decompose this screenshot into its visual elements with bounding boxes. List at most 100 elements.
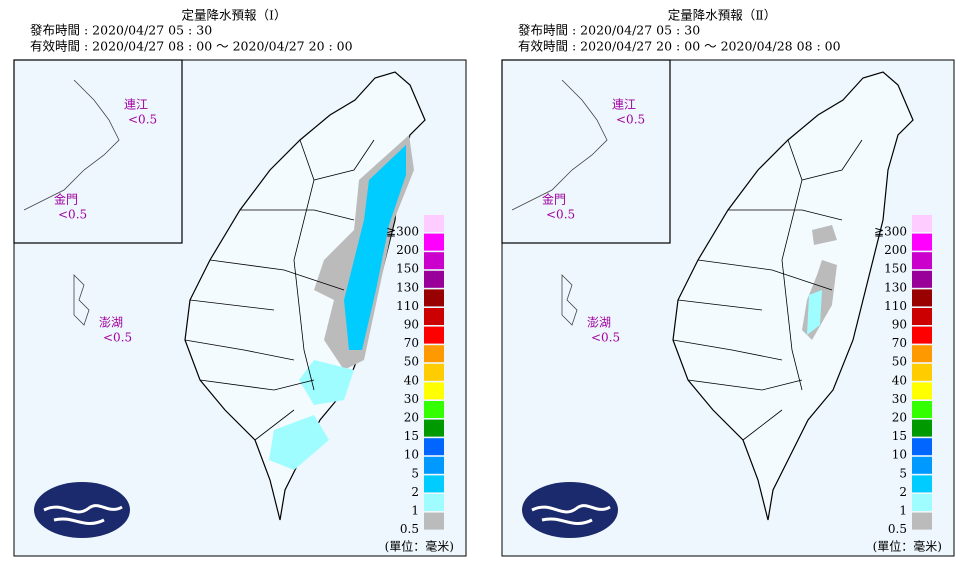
legend-label: ≧300 <box>874 225 907 239</box>
island-name: 金門 <box>54 192 78 207</box>
legend-swatch <box>912 252 932 270</box>
island-name: 澎湖 <box>99 315 123 330</box>
legend-label: 0.5 <box>888 522 907 536</box>
legend-swatch <box>424 215 444 232</box>
legend-swatch <box>424 233 444 251</box>
legend-label: 15 <box>404 429 419 443</box>
legend-label: 20 <box>404 411 419 425</box>
coast <box>23 79 120 211</box>
counties <box>184 139 375 441</box>
legend-label: 90 <box>404 318 419 332</box>
legend-swatch <box>424 512 444 530</box>
island-name: 澎湖 <box>587 315 611 330</box>
legend-label: 15 <box>892 429 907 443</box>
legend-swatch <box>424 252 444 270</box>
legend-swatch <box>912 363 932 381</box>
legend-swatch <box>424 419 444 437</box>
legend-label: 20 <box>892 411 907 425</box>
legend-label: 50 <box>892 355 907 369</box>
legend-swatch <box>912 456 932 474</box>
legend-swatch <box>912 233 932 251</box>
legend-swatch <box>912 512 932 530</box>
island-value: <0.5 <box>58 208 87 222</box>
legend-label: 130 <box>396 280 419 294</box>
island-value: <0.5 <box>103 331 132 345</box>
legend-swatch <box>424 456 444 474</box>
legend-swatch <box>424 475 444 493</box>
unit: (單位：毫米) <box>385 539 454 554</box>
logo-swirl <box>43 504 123 526</box>
legend-swatch <box>424 382 444 400</box>
logo-swirl <box>531 504 611 526</box>
island-value: <0.5 <box>591 331 620 345</box>
legend-label: 150 <box>396 262 419 276</box>
legend-swatch <box>424 401 444 418</box>
valid-time: 有效時間 : 2020/04/27 20 : 00 ～ 2020/04/28 0… <box>518 39 841 54</box>
legend-swatch <box>912 289 932 307</box>
issue-time: 發布時間 : 2020/04/27 05 : 30 <box>30 23 212 38</box>
legend-label: 30 <box>404 392 419 406</box>
rain-area <box>344 145 406 350</box>
legend-label: 70 <box>892 336 907 350</box>
legend-label: 5 <box>411 466 419 480</box>
legend-swatch <box>912 308 932 325</box>
legend-label: 110 <box>396 299 419 313</box>
legend-label: 5 <box>899 466 907 480</box>
logo <box>34 482 130 538</box>
legend-label: 110 <box>884 299 907 313</box>
legend-swatch <box>424 308 444 325</box>
issue-time: 發布時間 : 2020/04/27 05 : 30 <box>518 23 700 38</box>
legend-swatch <box>912 382 932 400</box>
legend-swatch <box>912 345 932 363</box>
island-name: 金門 <box>542 192 566 207</box>
legend-label: 10 <box>892 448 907 462</box>
island-value: <0.5 <box>616 113 645 127</box>
legend-label: 130 <box>884 280 907 294</box>
legend-label: 30 <box>892 392 907 406</box>
legend-swatch <box>424 326 444 344</box>
panel-title: 定量降水預報（Ⅱ） <box>668 8 777 23</box>
unit: (單位：毫米) <box>873 539 942 554</box>
legend-swatch <box>912 494 932 511</box>
legend-swatch <box>424 494 444 511</box>
legend-label: 1 <box>411 504 419 518</box>
coast <box>511 79 608 211</box>
legend-label: 10 <box>404 448 419 462</box>
map: 連江<0.5金門<0.5澎湖<0.5≧300200150130110907050… <box>501 59 955 557</box>
legend-label: 2 <box>899 485 907 499</box>
penghu <box>73 274 90 326</box>
legend-swatch <box>424 363 444 381</box>
inset-frame <box>501 59 671 244</box>
inset-frame <box>13 59 183 244</box>
legend-swatch <box>424 289 444 307</box>
legend-swatch <box>912 475 932 493</box>
island-name: 連江 <box>124 98 148 112</box>
logo <box>522 482 618 538</box>
legend-label: 2 <box>411 485 419 499</box>
legend-label: 200 <box>884 243 907 257</box>
penghu <box>561 274 578 326</box>
counties <box>672 139 863 441</box>
legend-swatch <box>912 270 932 288</box>
island-value: <0.5 <box>128 113 157 127</box>
rain-area <box>299 360 354 405</box>
legend-label: 150 <box>884 262 907 276</box>
legend-swatch <box>912 419 932 437</box>
legend-swatch <box>424 438 444 456</box>
legend-label: 50 <box>404 355 419 369</box>
rain-area <box>807 290 822 335</box>
legend-label: 70 <box>404 336 419 350</box>
legend-swatch <box>912 215 932 232</box>
island-name: 連江 <box>612 98 636 112</box>
map: 連江<0.5金門<0.5澎湖<0.5≧300200150130110907050… <box>13 59 467 557</box>
valid-time: 有效時間 : 2020/04/27 08 : 00 ～ 2020/04/27 2… <box>30 39 353 54</box>
taiwan <box>672 71 914 521</box>
legend-swatch <box>424 270 444 288</box>
rain-area <box>812 225 837 245</box>
panel-title: 定量降水預報（Ⅰ） <box>182 8 287 23</box>
legend-label: 90 <box>892 318 907 332</box>
